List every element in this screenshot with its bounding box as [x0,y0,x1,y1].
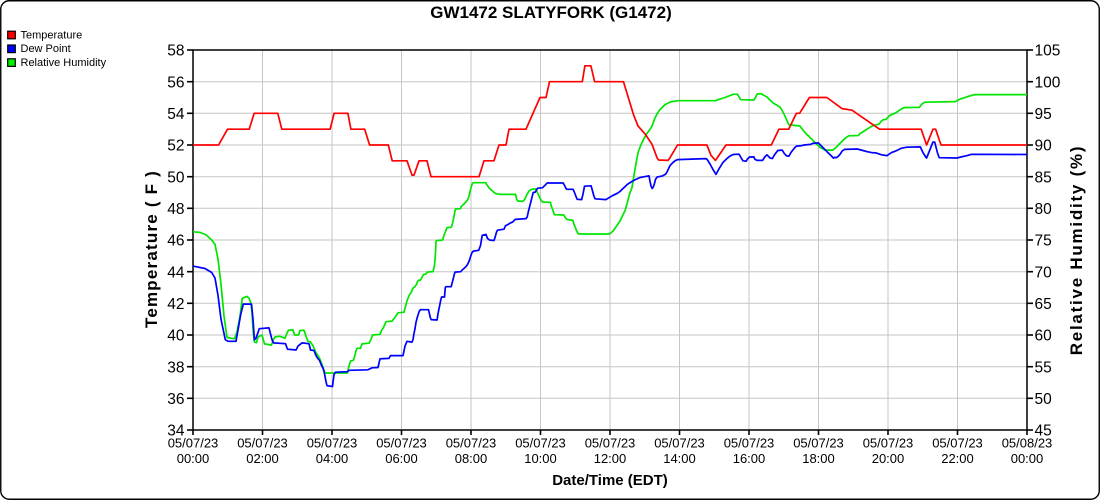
svg-text:80: 80 [1035,201,1053,218]
svg-text:70: 70 [1035,264,1053,281]
svg-text:100: 100 [1035,74,1061,91]
svg-text:05/07/23: 05/07/23 [446,436,497,451]
svg-text:GW1472 SLATYFORK (G1472): GW1472 SLATYFORK (G1472) [430,3,672,22]
svg-text:05/07/23: 05/07/23 [863,436,914,451]
svg-text:00:00: 00:00 [177,451,210,466]
svg-text:52: 52 [167,138,184,155]
svg-text:50: 50 [1035,391,1053,408]
svg-text:05/08/23: 05/08/23 [1002,436,1053,451]
svg-text:50: 50 [167,169,185,186]
svg-text:Relative Humidity (%): Relative Humidity (%) [1067,145,1086,356]
svg-text:02:00: 02:00 [246,451,279,466]
svg-text:05/07/23: 05/07/23 [585,436,636,451]
svg-text:58: 58 [167,43,184,60]
svg-text:95: 95 [1035,106,1052,123]
svg-text:05/07/23: 05/07/23 [654,436,705,451]
svg-text:48: 48 [167,201,184,218]
svg-text:05/07/23: 05/07/23 [307,436,358,451]
svg-text:22:00: 22:00 [941,451,974,466]
svg-text:05/07/23: 05/07/23 [932,436,983,451]
svg-text:05/07/23: 05/07/23 [724,436,775,451]
svg-text:10:00: 10:00 [524,451,557,466]
svg-text:44: 44 [167,264,185,281]
svg-text:Date/Time (EDT): Date/Time (EDT) [552,472,668,489]
svg-text:56: 56 [167,74,184,91]
svg-text:12:00: 12:00 [594,451,627,466]
svg-text:05/07/23: 05/07/23 [376,436,427,451]
svg-text:46: 46 [167,233,184,250]
svg-text:75: 75 [1035,233,1052,250]
svg-text:05/07/23: 05/07/23 [793,436,844,451]
svg-text:Temperature: Temperature [21,29,83,41]
svg-text:06:00: 06:00 [385,451,418,466]
svg-text:05/07/23: 05/07/23 [168,436,219,451]
svg-text:60: 60 [1035,328,1053,345]
svg-text:Temperature ( F ): Temperature ( F ) [142,170,161,328]
svg-text:08:00: 08:00 [455,451,488,466]
svg-text:34: 34 [167,423,185,440]
svg-text:45: 45 [1035,423,1052,440]
svg-text:36: 36 [167,391,184,408]
svg-text:54: 54 [167,106,185,123]
svg-text:05/07/23: 05/07/23 [237,436,288,451]
svg-text:00:00: 00:00 [1011,451,1044,466]
svg-text:20:00: 20:00 [872,451,905,466]
svg-text:14:00: 14:00 [663,451,696,466]
svg-text:40: 40 [167,328,185,345]
svg-text:90: 90 [1035,138,1053,155]
svg-text:65: 65 [1035,296,1052,313]
svg-text:105: 105 [1035,43,1061,60]
svg-text:38: 38 [167,359,184,376]
svg-text:Dew Point: Dew Point [21,43,71,55]
svg-text:18:00: 18:00 [802,451,835,466]
svg-text:16:00: 16:00 [733,451,766,466]
svg-text:Relative Humidity: Relative Humidity [21,57,107,69]
svg-text:42: 42 [167,296,184,313]
svg-text:85: 85 [1035,169,1052,186]
svg-text:55: 55 [1035,359,1052,376]
svg-text:05/07/23: 05/07/23 [515,436,566,451]
svg-text:04:00: 04:00 [316,451,349,466]
